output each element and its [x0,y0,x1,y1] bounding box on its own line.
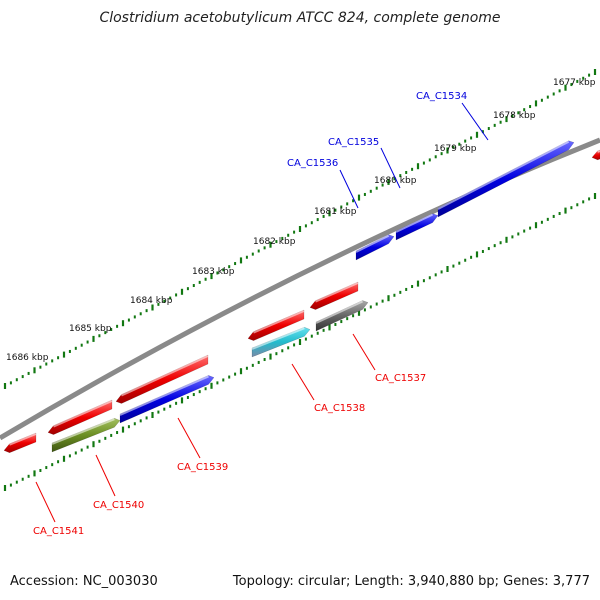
gene-label-ca-c1535[interactable]: CA_C1535 [328,137,379,148]
genome-summary-text: Topology: circular; Length: 3,940,880 bp… [232,574,590,589]
ruler-label: 1686 kbp [6,353,49,363]
ruler-label: 1681 kbp [314,207,357,217]
gene-label-ca-c1534-leader [461,102,489,141]
gene-arrow-ca-c1534[interactable] [437,140,575,218]
gene-label-ca-c1539[interactable]: CA_C1539 [177,462,228,473]
gene-arrow-partial[interactable] [591,149,600,161]
gene-label-ca-c1537[interactable]: CA_C1537 [375,373,426,384]
gene-arrow-ca-c1535[interactable] [395,213,439,241]
gene-labels: CA_C1534 CA_C1535 CA_C1536 CA_C1537 CA_C1538… [33,91,489,537]
inner-tick-track [3,193,597,491]
ruler-labels: 1677 kbp 1678 kbp 1679 kbp 1680 kbp 1681 kbp… [6,78,596,363]
ruler-label: 1680 kbp [374,176,417,186]
ruler-label: 1677 kbp [553,78,596,88]
gene-arrow-ca-c1539[interactable] [119,375,215,424]
gene-label-ca-c1535-leader [380,147,401,189]
ruler-label: 1685 kbp [69,324,112,334]
gene-arrow-ca-c1539-red[interactable] [115,354,209,404]
map-title: Clostridium acetobutylicum ATCC 824, com… [99,10,501,26]
gene-label-ca-c1536[interactable]: CA_C1536 [287,158,338,169]
gene-label-ca-c1537-leader [352,333,376,371]
gene-label-ca-c1538-leader [291,363,315,401]
gene-label-ca-c1539-leader [177,417,201,459]
gene-arrow-ca-c1541[interactable] [3,432,37,454]
gene-label-ca-c1540-leader [95,454,116,497]
gene-arrow-ca-c1540[interactable] [51,417,121,453]
gene-arrow-ca-c1540-red[interactable] [47,399,113,435]
ruler-label: 1683 kbp [192,267,235,277]
ruler-label: 1679 kbp [434,144,477,154]
accession-text: Accession: NC_003030 [10,574,158,589]
ruler-label: 1684 kbp [130,296,173,306]
gene-arrow-ca-c1536[interactable] [355,234,395,261]
gene-label-ca-c1541[interactable]: CA_C1541 [33,526,84,537]
gene-label-ca-c1534[interactable]: CA_C1534 [416,91,467,102]
gene-label-ca-c1541-leader [35,481,56,523]
gene-label-ca-c1540[interactable]: CA_C1540 [93,500,144,511]
gene-arrow-ca-c1538-red[interactable] [247,309,305,341]
gene-arrow-ca-c1538[interactable] [251,326,311,358]
gene-arrow-ca-c1537[interactable] [315,300,369,332]
gene-features [3,140,600,454]
ruler-label: 1678 kbp [493,111,536,121]
ruler-label: 1682 kbp [253,237,296,247]
gene-arrow-ca-c1537-red[interactable] [309,281,359,310]
genome-backbone [0,137,600,441]
gene-label-ca-c1538[interactable]: CA_C1538 [314,403,365,414]
gene-label-ca-c1536-leader [339,169,359,209]
